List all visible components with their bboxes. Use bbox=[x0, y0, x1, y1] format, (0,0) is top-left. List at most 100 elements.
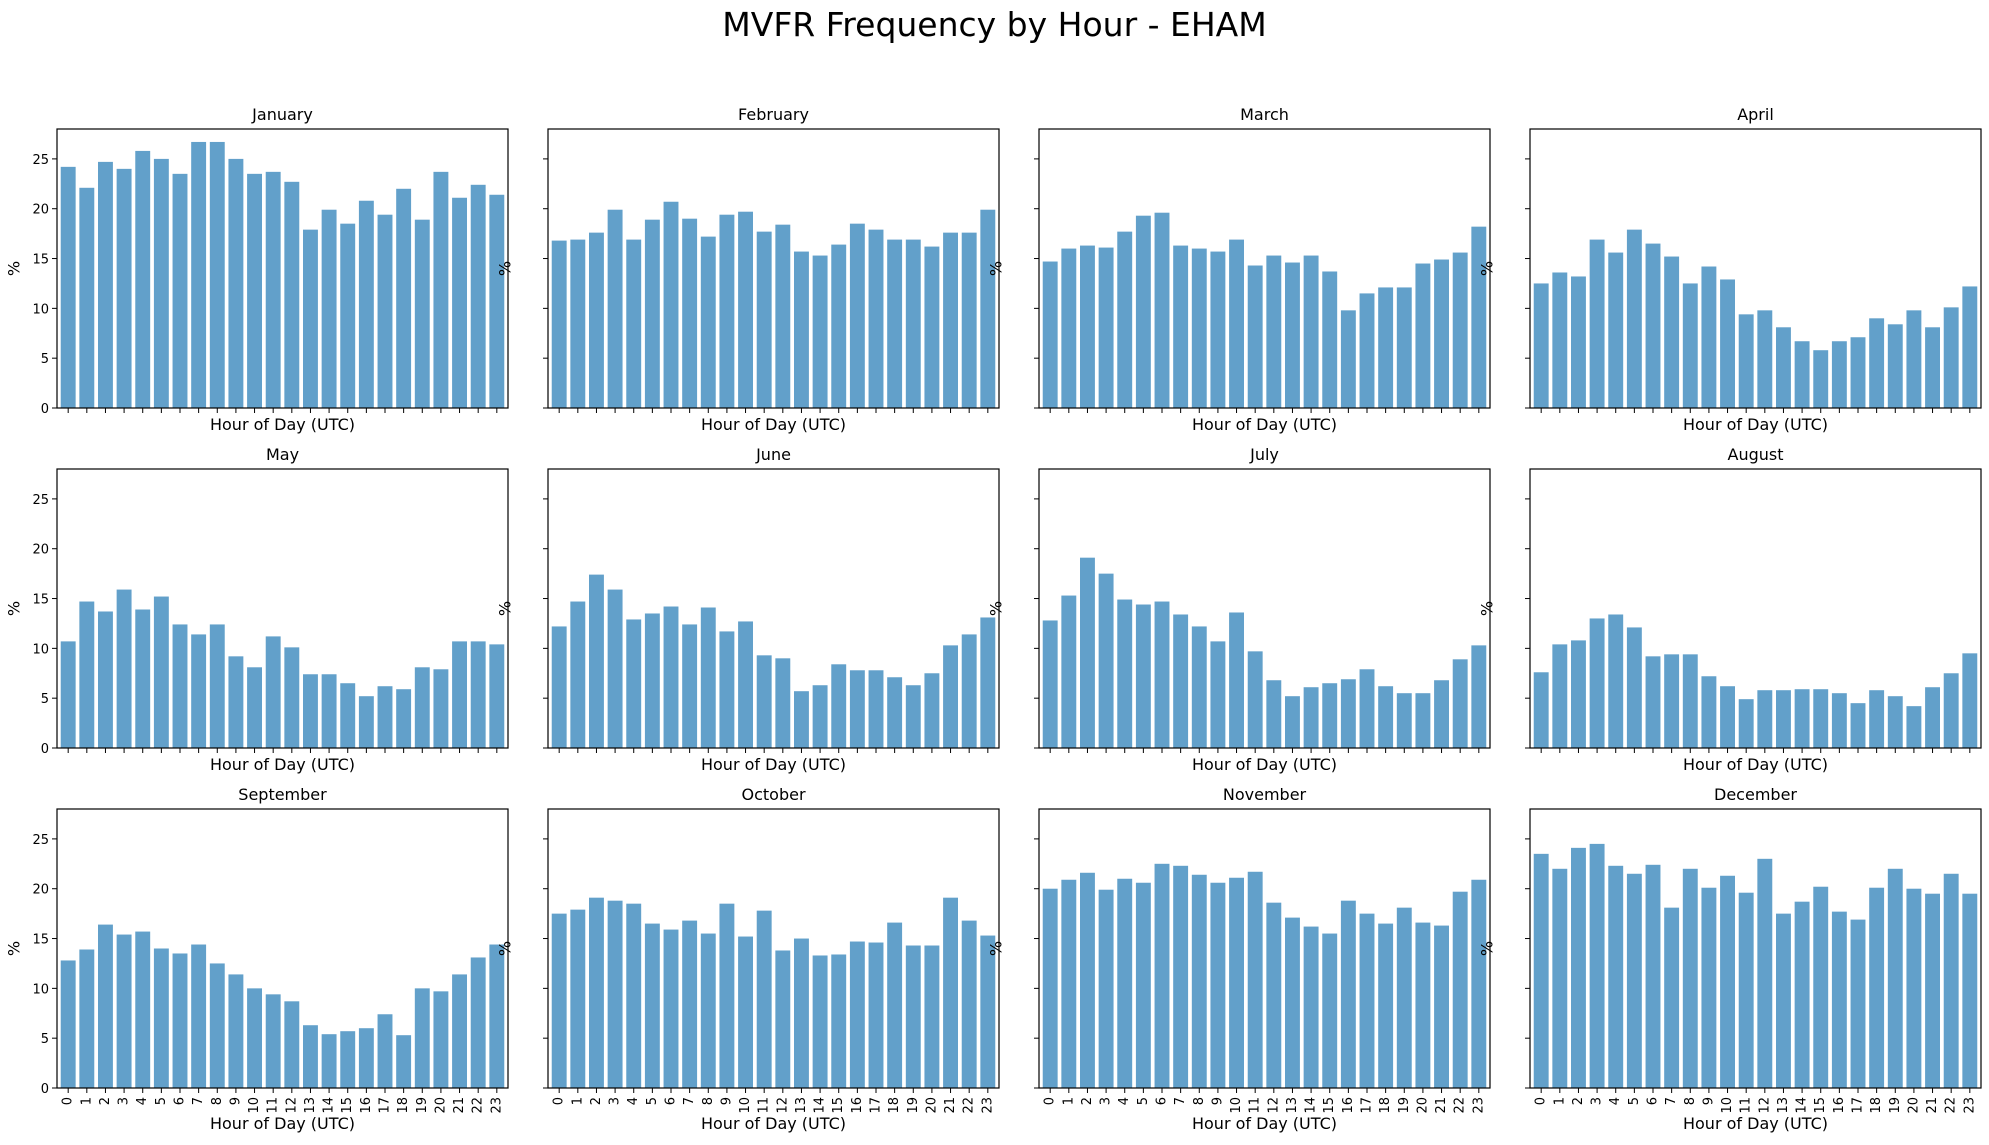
bar-hour-22 bbox=[961, 634, 977, 748]
x-tick-label: 16 bbox=[850, 1097, 865, 1114]
bar-hour-14 bbox=[321, 1034, 337, 1088]
bar-hour-7 bbox=[191, 634, 207, 748]
bar-hour-23 bbox=[1471, 879, 1487, 1088]
y-tick-label: 0 bbox=[41, 402, 49, 417]
bar-hour-16 bbox=[1340, 679, 1356, 748]
x-tick-label: 7 bbox=[1664, 1097, 1679, 1105]
x-tick-label: 18 bbox=[1378, 1097, 1393, 1114]
bar-hour-6 bbox=[172, 624, 188, 748]
x-tick-label: 12 bbox=[1266, 1097, 1281, 1114]
bar-hour-6 bbox=[1154, 601, 1170, 748]
bar-hour-14 bbox=[321, 209, 337, 408]
x-tick-label: 19 bbox=[415, 1097, 430, 1114]
bar-hour-0 bbox=[551, 240, 567, 408]
bar-hour-8 bbox=[700, 236, 716, 408]
bar-hour-14 bbox=[812, 255, 828, 408]
bar-hour-18 bbox=[1378, 686, 1394, 748]
bar-hour-16 bbox=[1831, 341, 1847, 408]
bar-hour-1 bbox=[1552, 868, 1568, 1088]
x-tick-label: 17 bbox=[1360, 1097, 1375, 1114]
bar-hour-0 bbox=[1533, 853, 1549, 1088]
bar-hour-5 bbox=[1135, 215, 1151, 408]
bar-hour-11 bbox=[1738, 314, 1754, 408]
bar-hour-3 bbox=[607, 589, 623, 748]
bar-hour-10 bbox=[1720, 279, 1735, 408]
bar-hour-6 bbox=[1154, 863, 1170, 1088]
bar-hour-5 bbox=[153, 158, 169, 408]
x-tick-label: 19 bbox=[906, 1097, 921, 1114]
bar-hour-1 bbox=[1061, 595, 1077, 748]
bar-hour-17 bbox=[868, 670, 884, 748]
bar-hour-11 bbox=[265, 994, 281, 1088]
bar-hour-11 bbox=[1738, 892, 1754, 1088]
bar-hour-20 bbox=[1415, 693, 1431, 748]
bar-hour-15 bbox=[1813, 886, 1829, 1088]
x-tick-label: 3 bbox=[1099, 1097, 1114, 1105]
bar-hour-18 bbox=[1869, 318, 1885, 408]
bar-hour-10 bbox=[247, 173, 262, 408]
x-tick-label: 9 bbox=[228, 1097, 243, 1105]
bar-hour-7 bbox=[1173, 865, 1189, 1088]
bar-hour-10 bbox=[247, 988, 262, 1088]
y-axis-label: % bbox=[1478, 601, 1497, 616]
y-tick-label: 5 bbox=[41, 1032, 49, 1047]
bar-hour-23 bbox=[980, 209, 996, 408]
bar-hour-6 bbox=[1645, 864, 1661, 1088]
bar-hour-21 bbox=[1434, 680, 1449, 748]
x-tick-label: 5 bbox=[1136, 1097, 1151, 1105]
bar-hour-3 bbox=[607, 900, 623, 1088]
bar-hour-9 bbox=[1701, 266, 1717, 408]
x-tick-label: 23 bbox=[980, 1097, 995, 1114]
bar-hour-9 bbox=[719, 903, 735, 1088]
bar-hour-21 bbox=[1434, 925, 1449, 1088]
x-tick-label: 1 bbox=[79, 1097, 94, 1105]
panel-title: February bbox=[738, 105, 809, 124]
x-tick-label: 20 bbox=[924, 1097, 939, 1114]
bar-hour-12 bbox=[775, 950, 791, 1088]
bar-hour-21 bbox=[1925, 327, 1940, 408]
bar-hour-17 bbox=[1850, 337, 1866, 408]
y-tick-label: 20 bbox=[32, 543, 49, 558]
panel-title: October bbox=[741, 785, 805, 804]
bar-hour-1 bbox=[79, 949, 95, 1088]
x-tick-label: 22 bbox=[1944, 1097, 1959, 1114]
bar-hour-17 bbox=[868, 229, 884, 408]
panel-may: May 0 5 10 15 20 25% Hour of Day (UTC) bbox=[5, 445, 509, 774]
bar-hour-12 bbox=[1266, 680, 1282, 748]
y-tick-label: 10 bbox=[32, 302, 49, 317]
bar-hour-16 bbox=[849, 670, 865, 748]
bar-hour-15 bbox=[340, 683, 356, 748]
y-tick-label: 15 bbox=[32, 253, 49, 268]
bar-hour-15 bbox=[1322, 933, 1338, 1088]
bar-hour-8 bbox=[1682, 283, 1698, 408]
bar-hour-14 bbox=[1303, 926, 1319, 1088]
bar-hour-7 bbox=[191, 141, 207, 408]
bar-hour-12 bbox=[1757, 858, 1773, 1088]
x-tick-label: 20 bbox=[433, 1097, 448, 1114]
bar-hour-8 bbox=[209, 963, 225, 1088]
bar-hour-0 bbox=[551, 913, 567, 1089]
bar-hour-3 bbox=[116, 934, 132, 1088]
bar-hour-10 bbox=[1720, 875, 1735, 1088]
panel-frame bbox=[1038, 468, 1491, 749]
x-tick-label: 16 bbox=[1341, 1097, 1356, 1114]
bar-hour-23 bbox=[1471, 645, 1487, 748]
x-tick-label: 12 bbox=[284, 1097, 299, 1114]
x-tick-label: 4 bbox=[1117, 1097, 1132, 1105]
bar-hour-14 bbox=[1794, 341, 1810, 408]
x-tick-label: 23 bbox=[1471, 1097, 1486, 1114]
bar-hour-14 bbox=[1303, 687, 1319, 748]
bar-hour-22 bbox=[470, 957, 486, 1088]
bar-hour-22 bbox=[470, 641, 486, 748]
bar-hour-19 bbox=[1396, 693, 1412, 748]
bar-hour-1 bbox=[1061, 879, 1077, 1088]
x-tick-label: 14 bbox=[813, 1097, 828, 1114]
bar-hour-10 bbox=[247, 667, 262, 748]
bar-hour-19 bbox=[1887, 868, 1903, 1088]
bar-hour-9 bbox=[1210, 251, 1226, 408]
bar-hour-4 bbox=[1608, 865, 1624, 1088]
panel-frame bbox=[56, 128, 509, 409]
bar-hour-11 bbox=[1247, 651, 1263, 748]
bar-hour-16 bbox=[1831, 693, 1847, 748]
bar-hour-22 bbox=[961, 232, 977, 408]
